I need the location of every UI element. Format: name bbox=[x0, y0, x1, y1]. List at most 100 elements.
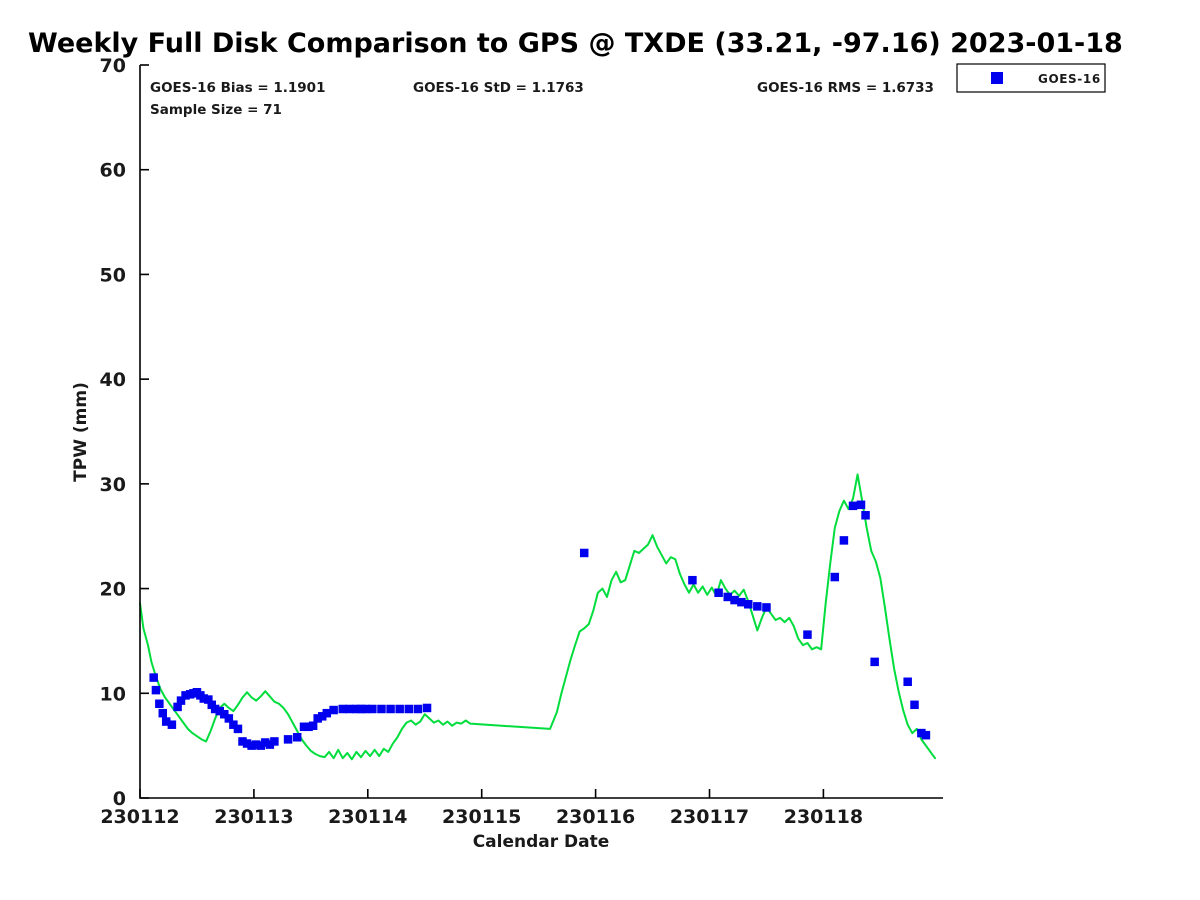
legend-label-goes16: GOES-16 bbox=[1038, 72, 1101, 86]
data-point bbox=[361, 704, 370, 714]
y-tick-label: 60 bbox=[100, 160, 126, 182]
data-point bbox=[247, 741, 256, 750]
data-point bbox=[181, 691, 190, 700]
data-point bbox=[856, 500, 866, 510]
data-point bbox=[155, 699, 164, 709]
y-axis-title: TPW (mm) bbox=[71, 382, 91, 482]
data-point bbox=[317, 712, 327, 721]
rms-stat: GOES-16 RMS = 1.6733 bbox=[757, 80, 934, 96]
y-tick-label: 30 bbox=[100, 474, 126, 496]
data-point bbox=[737, 597, 746, 607]
data-point bbox=[261, 738, 270, 747]
series-line-gps bbox=[139, 473, 937, 761]
data-point bbox=[861, 511, 870, 520]
data-point bbox=[299, 722, 309, 732]
data-point bbox=[338, 704, 347, 714]
data-point bbox=[368, 704, 377, 714]
data-point bbox=[830, 572, 840, 582]
data-point bbox=[256, 741, 265, 750]
x-tick-label: 230118 bbox=[784, 806, 863, 828]
bias-stat: GOES-16 Bias = 1.1901 bbox=[150, 80, 325, 96]
data-point bbox=[313, 714, 322, 723]
sample-size-stat: Sample Size = 71 bbox=[150, 102, 282, 118]
x-tick-label: 230115 bbox=[442, 806, 521, 828]
data-point bbox=[215, 706, 224, 716]
legend[interactable]: GOES-16 bbox=[956, 63, 1106, 93]
data-point bbox=[199, 694, 209, 703]
data-point bbox=[352, 704, 361, 714]
x-tick-label: 230117 bbox=[670, 806, 749, 828]
statistics-annotations: GOES-16 Bias = 1.1901 GOES-16 StD = 1.17… bbox=[150, 80, 934, 118]
data-point bbox=[229, 720, 238, 729]
x-axis-title: Calendar Date bbox=[473, 832, 610, 852]
y-axis-tick-labels: 0 10 20 30 40 50 60 70 bbox=[100, 55, 126, 810]
data-point bbox=[839, 536, 849, 545]
data-point bbox=[730, 595, 739, 605]
data-point bbox=[238, 737, 247, 746]
x-axis-ticks bbox=[139, 789, 825, 798]
y-tick-label: 0 bbox=[113, 788, 126, 810]
data-point bbox=[753, 602, 762, 611]
data-point bbox=[404, 704, 414, 714]
data-point bbox=[714, 588, 723, 598]
x-axis-tick-labels: 230112 230113 230114 230115 230116 230117 2301… bbox=[100, 806, 863, 828]
data-point bbox=[265, 740, 275, 749]
data-point bbox=[688, 575, 697, 585]
data-point bbox=[270, 737, 279, 746]
std-stat: GOES-16 StD = 1.1763 bbox=[413, 80, 584, 96]
data-point bbox=[395, 704, 404, 714]
data-point bbox=[283, 735, 293, 744]
data-point bbox=[803, 630, 812, 639]
data-point bbox=[158, 708, 168, 718]
y-tick-label: 10 bbox=[100, 683, 126, 705]
data-point bbox=[224, 714, 234, 723]
series-scatter-goes16 bbox=[149, 500, 931, 750]
y-tick-label: 50 bbox=[100, 264, 126, 286]
data-point bbox=[308, 721, 318, 730]
data-point bbox=[151, 685, 161, 695]
data-point bbox=[173, 702, 182, 712]
data-point bbox=[356, 704, 366, 714]
legend-frame bbox=[956, 63, 1106, 93]
data-point bbox=[579, 548, 589, 558]
data-point bbox=[220, 709, 229, 719]
x-tick-label: 230113 bbox=[214, 806, 293, 828]
y-tick-label: 70 bbox=[100, 55, 126, 77]
data-point bbox=[386, 704, 395, 714]
data-point bbox=[292, 733, 302, 742]
data-point bbox=[251, 740, 261, 749]
data-point bbox=[917, 728, 926, 738]
data-point bbox=[377, 704, 386, 714]
data-point bbox=[723, 592, 732, 602]
data-point bbox=[149, 673, 158, 682]
data-point bbox=[167, 720, 177, 729]
y-axis-ticks bbox=[140, 64, 149, 799]
data-point bbox=[910, 700, 919, 710]
y-tick-label: 20 bbox=[100, 579, 126, 601]
data-point bbox=[921, 730, 931, 740]
y-tick-label: 40 bbox=[100, 369, 126, 391]
data-point bbox=[242, 739, 252, 748]
page-title: Weekly Full Disk Comparison to GPS @ TXD… bbox=[28, 28, 1123, 59]
data-point bbox=[345, 704, 354, 714]
data-point bbox=[762, 603, 771, 612]
data-point bbox=[329, 705, 338, 715]
legend-marker-goes16 bbox=[991, 72, 1003, 84]
data-point bbox=[743, 600, 753, 609]
data-point bbox=[903, 677, 912, 687]
data-point bbox=[176, 696, 186, 705]
data-point bbox=[870, 657, 879, 667]
data-point bbox=[422, 703, 432, 713]
data-point bbox=[848, 501, 858, 511]
x-tick-label: 230116 bbox=[556, 806, 635, 828]
x-tick-label: 230114 bbox=[328, 806, 407, 828]
data-point bbox=[322, 708, 332, 718]
data-point bbox=[204, 695, 213, 704]
data-point bbox=[210, 704, 220, 714]
data-point bbox=[304, 722, 313, 732]
x-tick-label: 230112 bbox=[100, 806, 179, 828]
data-point bbox=[161, 717, 171, 726]
data-point bbox=[413, 704, 423, 714]
